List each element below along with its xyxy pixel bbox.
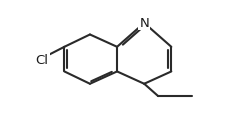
Text: Cl: Cl — [36, 53, 49, 66]
Text: N: N — [139, 17, 149, 30]
